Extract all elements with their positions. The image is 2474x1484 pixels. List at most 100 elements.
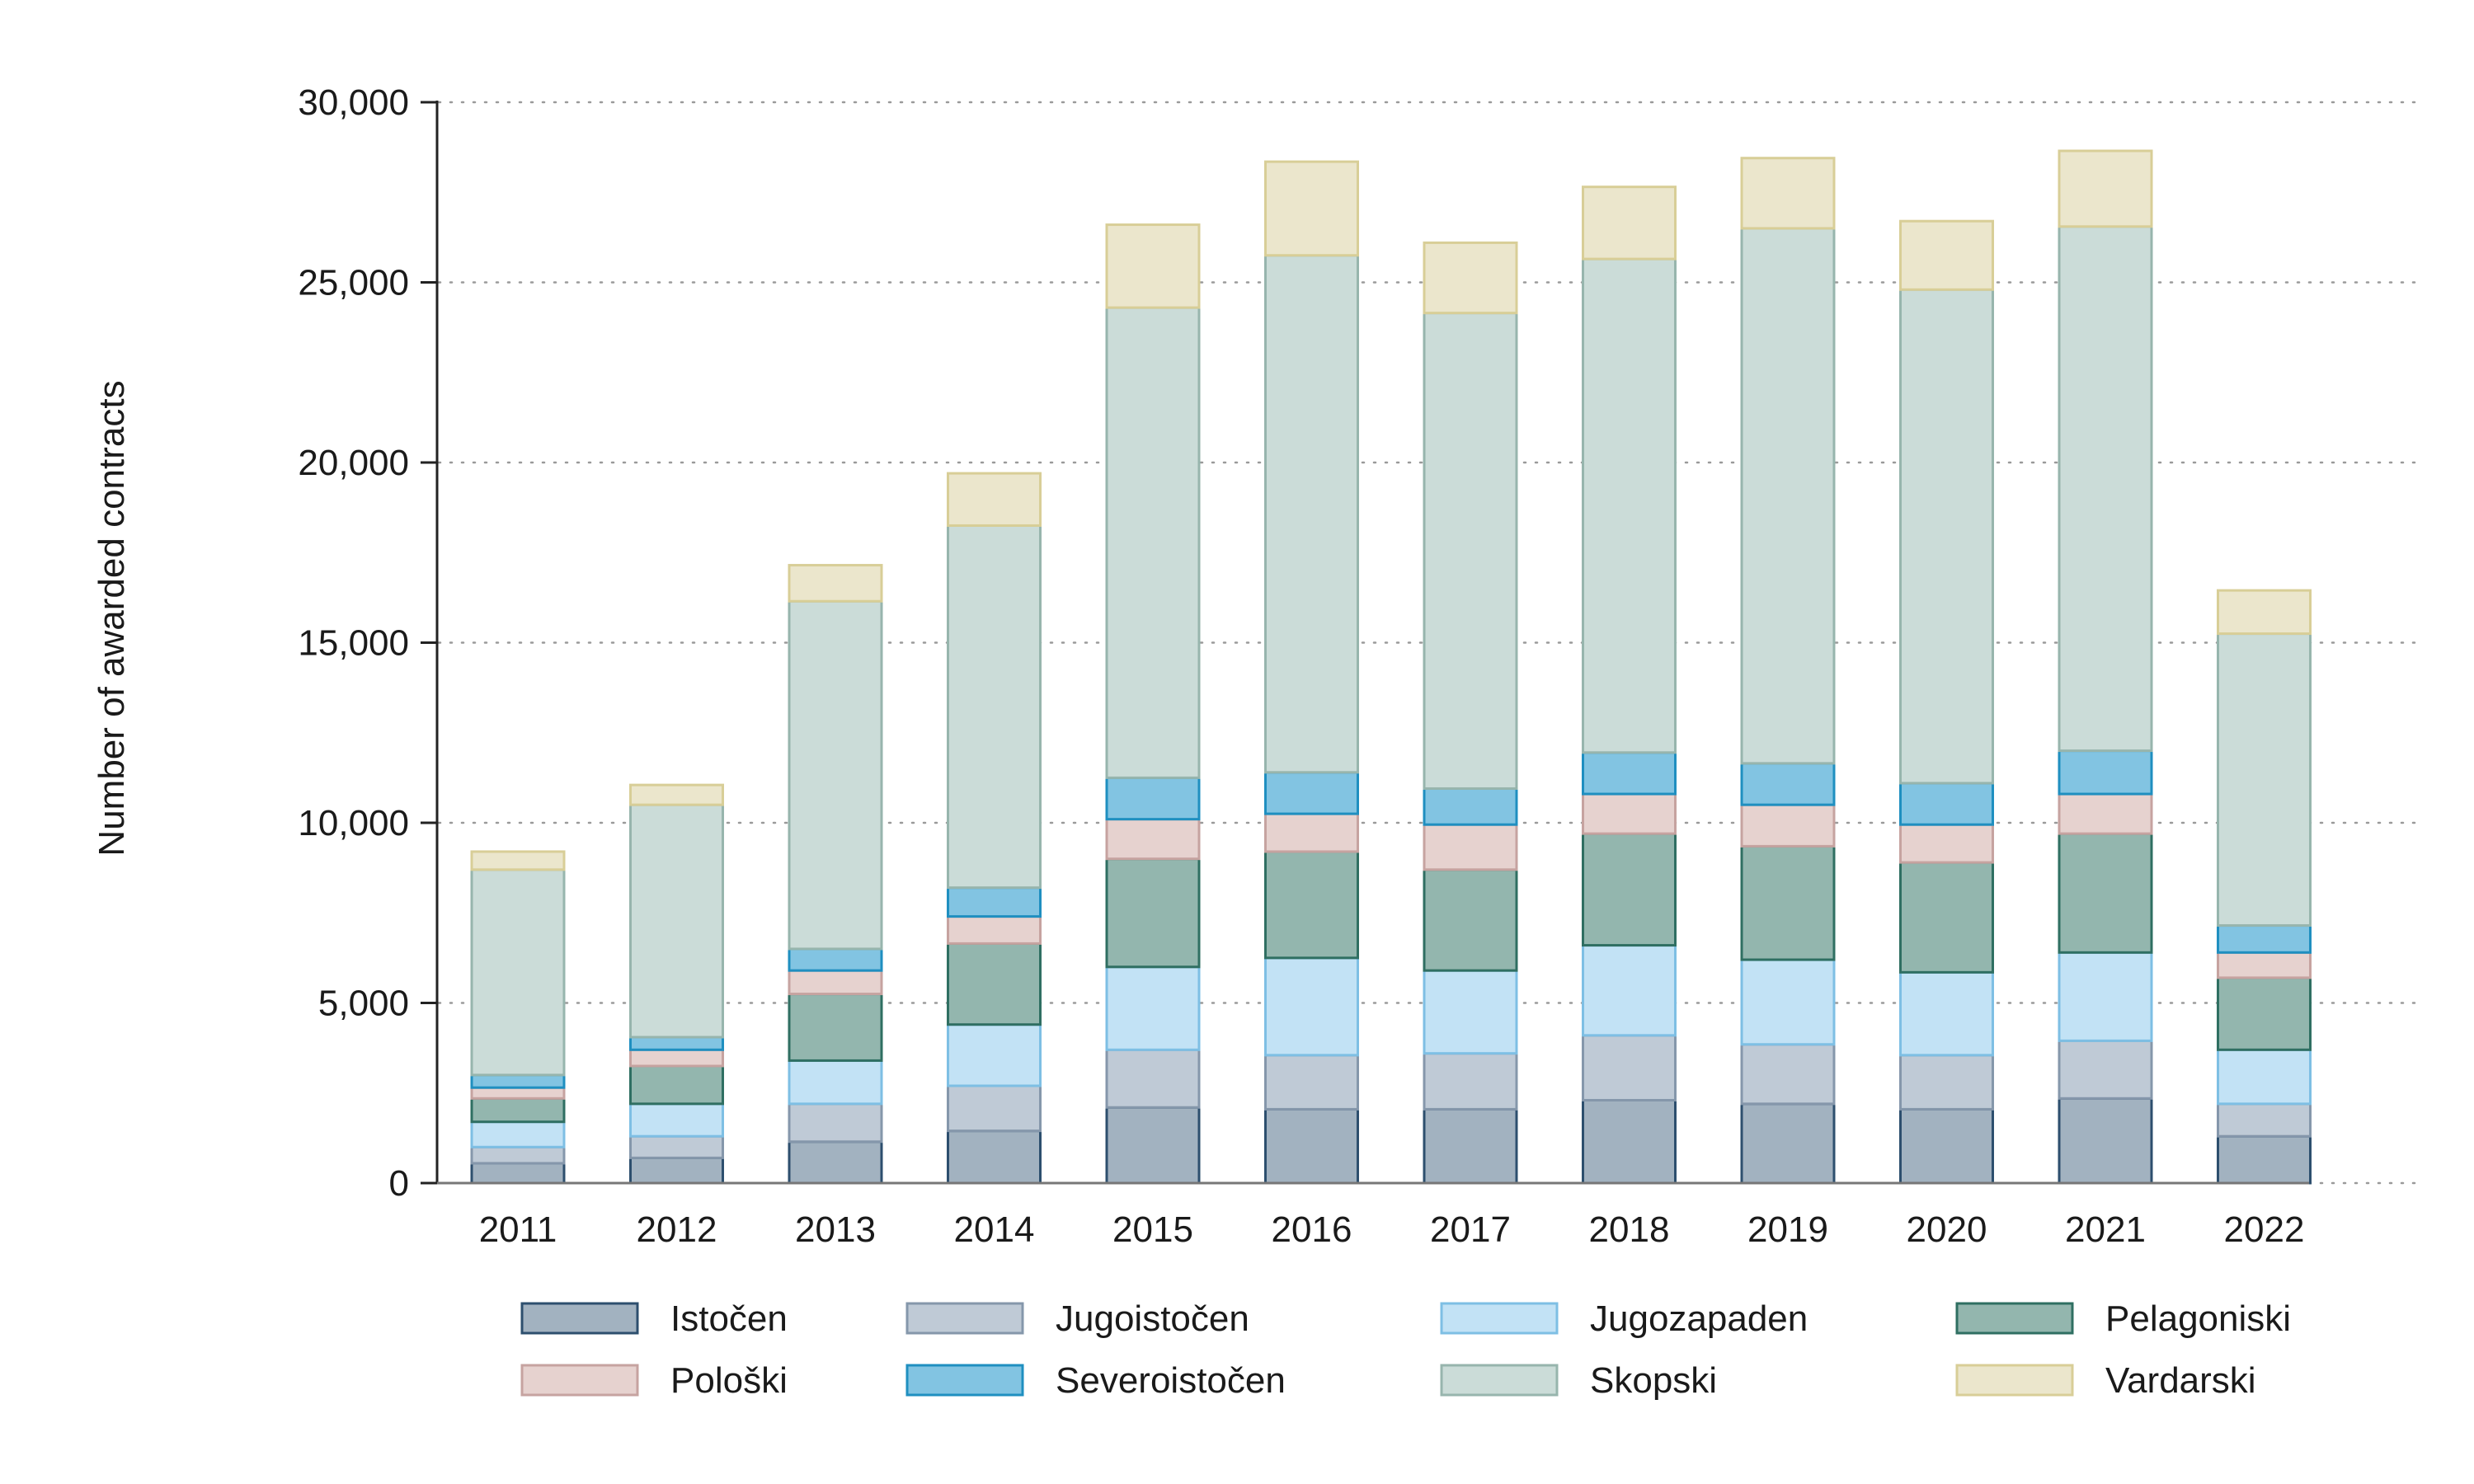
x-tick-label: 2012 bbox=[637, 1209, 717, 1250]
legend: Istočen Jugoistočen Jugozapaden Pelagoniski… bbox=[520, 1298, 2291, 1401]
bar-segment bbox=[947, 1129, 1042, 1185]
bar-segment bbox=[1105, 818, 1201, 861]
bar-segment bbox=[788, 947, 883, 972]
bar-segment bbox=[2217, 1102, 2312, 1138]
x-tick-label: 2017 bbox=[1430, 1209, 1511, 1250]
x-tick-label: 2021 bbox=[2065, 1209, 2146, 1250]
bar-segment bbox=[1105, 1106, 1201, 1185]
legend-swatch bbox=[905, 1364, 1024, 1397]
bars bbox=[470, 149, 2312, 1185]
legend-item: Jugoistočen bbox=[905, 1298, 1249, 1339]
bar-segment bbox=[470, 1145, 566, 1165]
bar-segment bbox=[629, 1048, 724, 1068]
bar-segment bbox=[1264, 771, 1359, 815]
bar-segment bbox=[788, 993, 883, 1062]
legend-item: Pelagoniski bbox=[1955, 1298, 2291, 1339]
bar-segment bbox=[1740, 1102, 1836, 1185]
bar-segment bbox=[1264, 160, 1359, 257]
legend-swatch bbox=[1955, 1302, 2074, 1335]
bar-segment bbox=[1423, 787, 1518, 826]
bar-segment bbox=[1264, 254, 1359, 774]
bar-segment bbox=[947, 1023, 1042, 1087]
legend-label: Pelagoniski bbox=[2105, 1298, 2291, 1339]
bar-segment bbox=[1899, 219, 1994, 291]
bar-segment bbox=[2058, 749, 2153, 796]
bar-segment bbox=[629, 1036, 724, 1051]
bar-segment bbox=[788, 1140, 883, 1185]
bar-segment bbox=[947, 1084, 1042, 1133]
bar-segment bbox=[1740, 762, 1836, 806]
legend-swatch bbox=[1440, 1364, 1559, 1397]
bar-segment bbox=[1105, 223, 1201, 309]
bar-segment bbox=[2058, 1039, 2153, 1100]
bar-segment bbox=[1582, 1034, 1677, 1101]
bar-segment bbox=[2058, 149, 2153, 228]
legend-swatch bbox=[1955, 1364, 2074, 1397]
legend-label: Istočen bbox=[670, 1298, 788, 1339]
bar-segment bbox=[2217, 976, 2312, 1051]
bar-segment bbox=[1423, 1052, 1518, 1111]
x-tick-label: 2015 bbox=[1112, 1209, 1193, 1250]
bar-segment bbox=[947, 886, 1042, 918]
y-axis-ticks: 0 5,000 10,000 15,000 20,000 25,000 30,000 bbox=[298, 82, 437, 1204]
bar-segment bbox=[1740, 803, 1836, 848]
bar-segment bbox=[629, 1156, 724, 1185]
legend-swatch bbox=[1440, 1302, 1559, 1335]
legend-item: Skopski bbox=[1440, 1360, 1717, 1401]
bar-segment bbox=[947, 915, 1042, 945]
bar-segment bbox=[1423, 1107, 1518, 1185]
bar-segment bbox=[1105, 1048, 1201, 1109]
bar-segment bbox=[1899, 782, 1994, 826]
bar-segment bbox=[629, 1064, 724, 1106]
bar-segment bbox=[470, 868, 566, 1077]
x-tick-label: 2022 bbox=[2224, 1209, 2305, 1250]
bar-segment bbox=[947, 524, 1042, 890]
legend-swatch bbox=[520, 1302, 639, 1335]
legend-swatch bbox=[520, 1364, 639, 1397]
bar-segment bbox=[1740, 227, 1836, 765]
bar-segment bbox=[1423, 868, 1518, 972]
bar-segment bbox=[1899, 823, 1994, 864]
bar-segment bbox=[1264, 1107, 1359, 1185]
bar-segment bbox=[788, 564, 883, 603]
legend-label: Jugoistočen bbox=[1056, 1298, 1249, 1339]
bar-segment bbox=[1582, 751, 1677, 796]
y-tick-label: 0 bbox=[389, 1163, 409, 1204]
bar-segment bbox=[2217, 951, 2312, 979]
bar-segment bbox=[1264, 850, 1359, 960]
bar-segment bbox=[1582, 257, 1677, 754]
bar-segment bbox=[2058, 225, 2153, 753]
legend-item: Vardarski bbox=[1955, 1360, 2256, 1401]
bar-segment bbox=[2058, 832, 2153, 954]
bar-segment bbox=[1105, 776, 1201, 821]
legend-label: Severoistočen bbox=[1056, 1360, 1286, 1401]
x-tick-label: 2018 bbox=[1589, 1209, 1670, 1250]
legend-label: Skopski bbox=[1590, 1360, 1717, 1401]
legend-swatch bbox=[905, 1302, 1024, 1335]
bar-segment bbox=[470, 1073, 566, 1089]
x-tick-label: 2020 bbox=[1907, 1209, 1987, 1250]
bar-segment bbox=[470, 850, 566, 871]
y-tick-label: 25,000 bbox=[298, 263, 409, 303]
bar-segment bbox=[1582, 832, 1677, 947]
bar-segment bbox=[2217, 589, 2312, 636]
bar-segment bbox=[2058, 951, 2153, 1042]
bar-segment bbox=[1423, 969, 1518, 1055]
x-axis-ticks: 2011 2012 2013 2014 2015 2016 2017 2018 2019 2020… bbox=[479, 1209, 2305, 1250]
bar-segment bbox=[788, 1102, 883, 1144]
bar-segment bbox=[1582, 792, 1677, 835]
bar-segment bbox=[1105, 306, 1201, 779]
bar-segment bbox=[2058, 1097, 2153, 1185]
bar-segment bbox=[1105, 965, 1201, 1051]
bar-segment bbox=[788, 1059, 883, 1106]
x-tick-label: 2013 bbox=[795, 1209, 876, 1250]
x-tick-label: 2014 bbox=[954, 1209, 1035, 1250]
legend-label: Vardarski bbox=[2105, 1360, 2256, 1401]
bar-segment bbox=[470, 1120, 566, 1148]
bar-segment bbox=[1740, 844, 1836, 961]
legend-item: Pološki bbox=[520, 1360, 788, 1401]
bar-segment bbox=[1423, 312, 1518, 790]
bar-segment bbox=[788, 599, 883, 951]
bar-segment bbox=[947, 472, 1042, 527]
